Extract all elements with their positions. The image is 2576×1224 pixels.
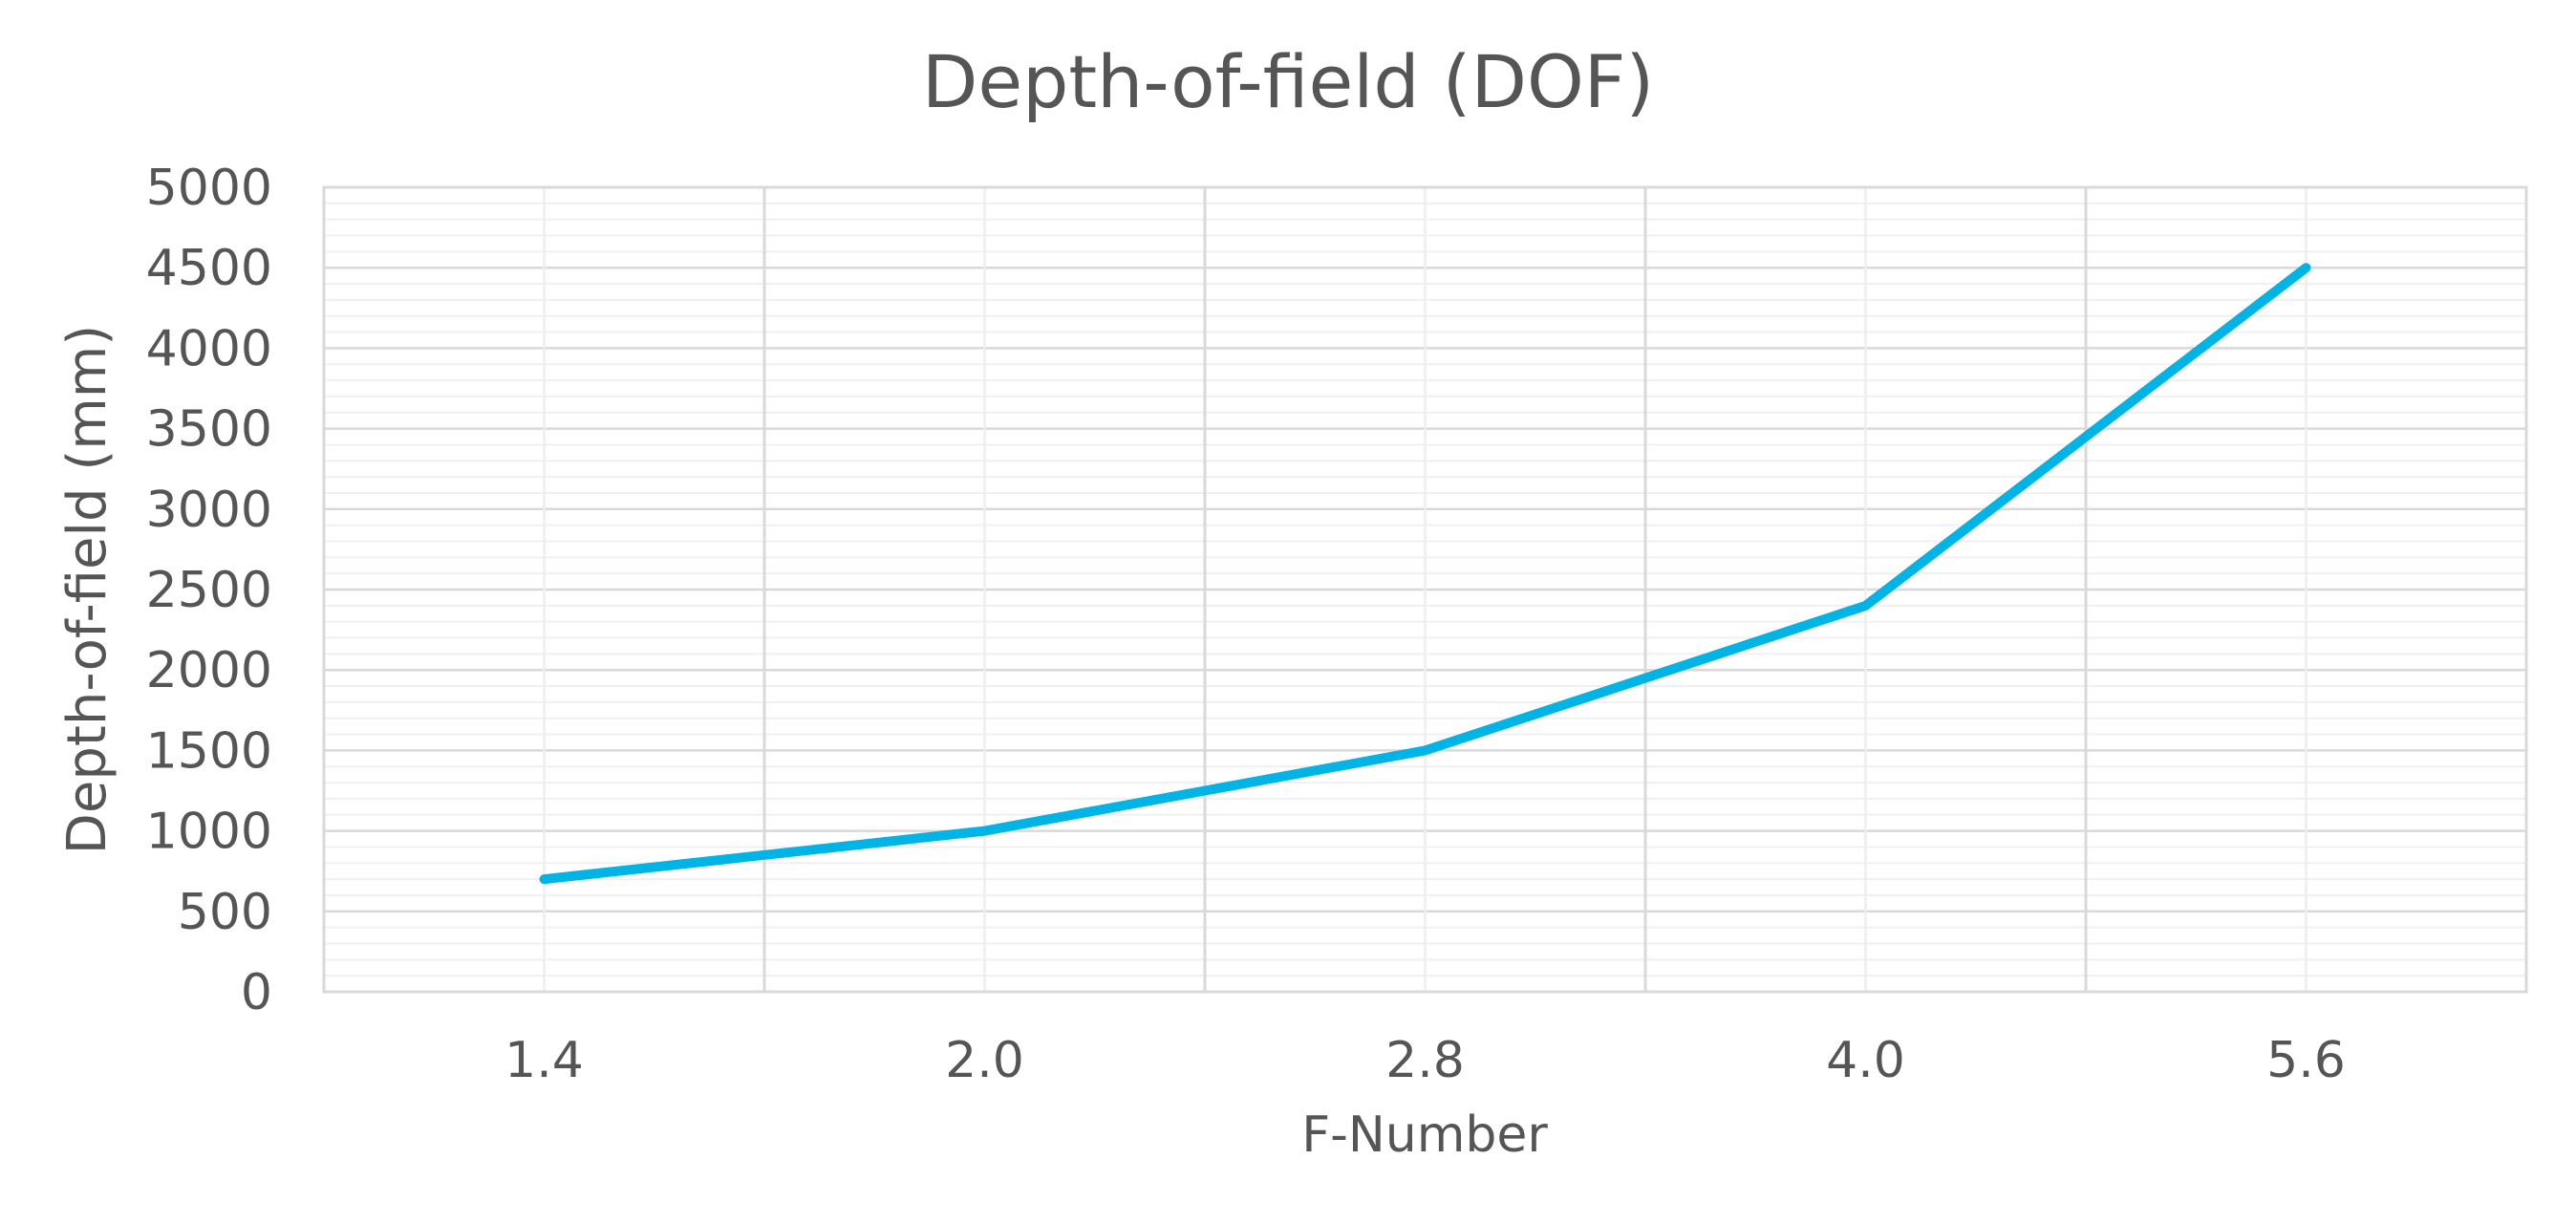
data-point	[981, 827, 988, 834]
y-tick-label: 3000	[146, 482, 272, 539]
y-tick-label: 1500	[146, 722, 272, 780]
y-tick-label: 500	[178, 884, 272, 941]
x-tick-label: 5.6	[2266, 1032, 2346, 1089]
y-axis-title: Depth-of-field (mm)	[56, 325, 118, 854]
y-tick-label: 1000	[146, 804, 272, 861]
y-tick-label: 5000	[146, 160, 272, 217]
y-axis-tick-labels: 0 500 1000 1500 2000 2500 3000 3500 4000 4500 5000	[146, 160, 272, 1021]
x-axis-title: F-Number	[1301, 1106, 1548, 1164]
x-tick-label: 2.8	[1385, 1032, 1465, 1089]
data-point	[1422, 747, 1428, 754]
data-point	[541, 876, 547, 883]
x-axis-tick-labels: 1.4 2.0 2.8 4.0 5.6	[504, 1032, 2346, 1089]
x-tick-label: 2.0	[945, 1032, 1024, 1089]
plot-area-frame	[322, 185, 2528, 994]
data-point	[1862, 602, 1869, 609]
data-point	[2303, 265, 2309, 271]
chart-title: Depth-of-field (DOF)	[922, 39, 1654, 124]
x-tick-label: 1.4	[504, 1032, 584, 1089]
vertical-gridlines	[543, 187, 2308, 992]
x-tick-label: 4.0	[1826, 1032, 1905, 1089]
y-tick-label: 2000	[146, 642, 272, 699]
y-tick-label: 3500	[146, 401, 272, 459]
y-tick-label: 2500	[146, 562, 272, 619]
y-tick-label: 4500	[146, 240, 272, 297]
series-layer	[539, 263, 2311, 885]
y-tick-label: 4000	[146, 320, 272, 377]
y-tick-label: 0	[241, 964, 272, 1021]
